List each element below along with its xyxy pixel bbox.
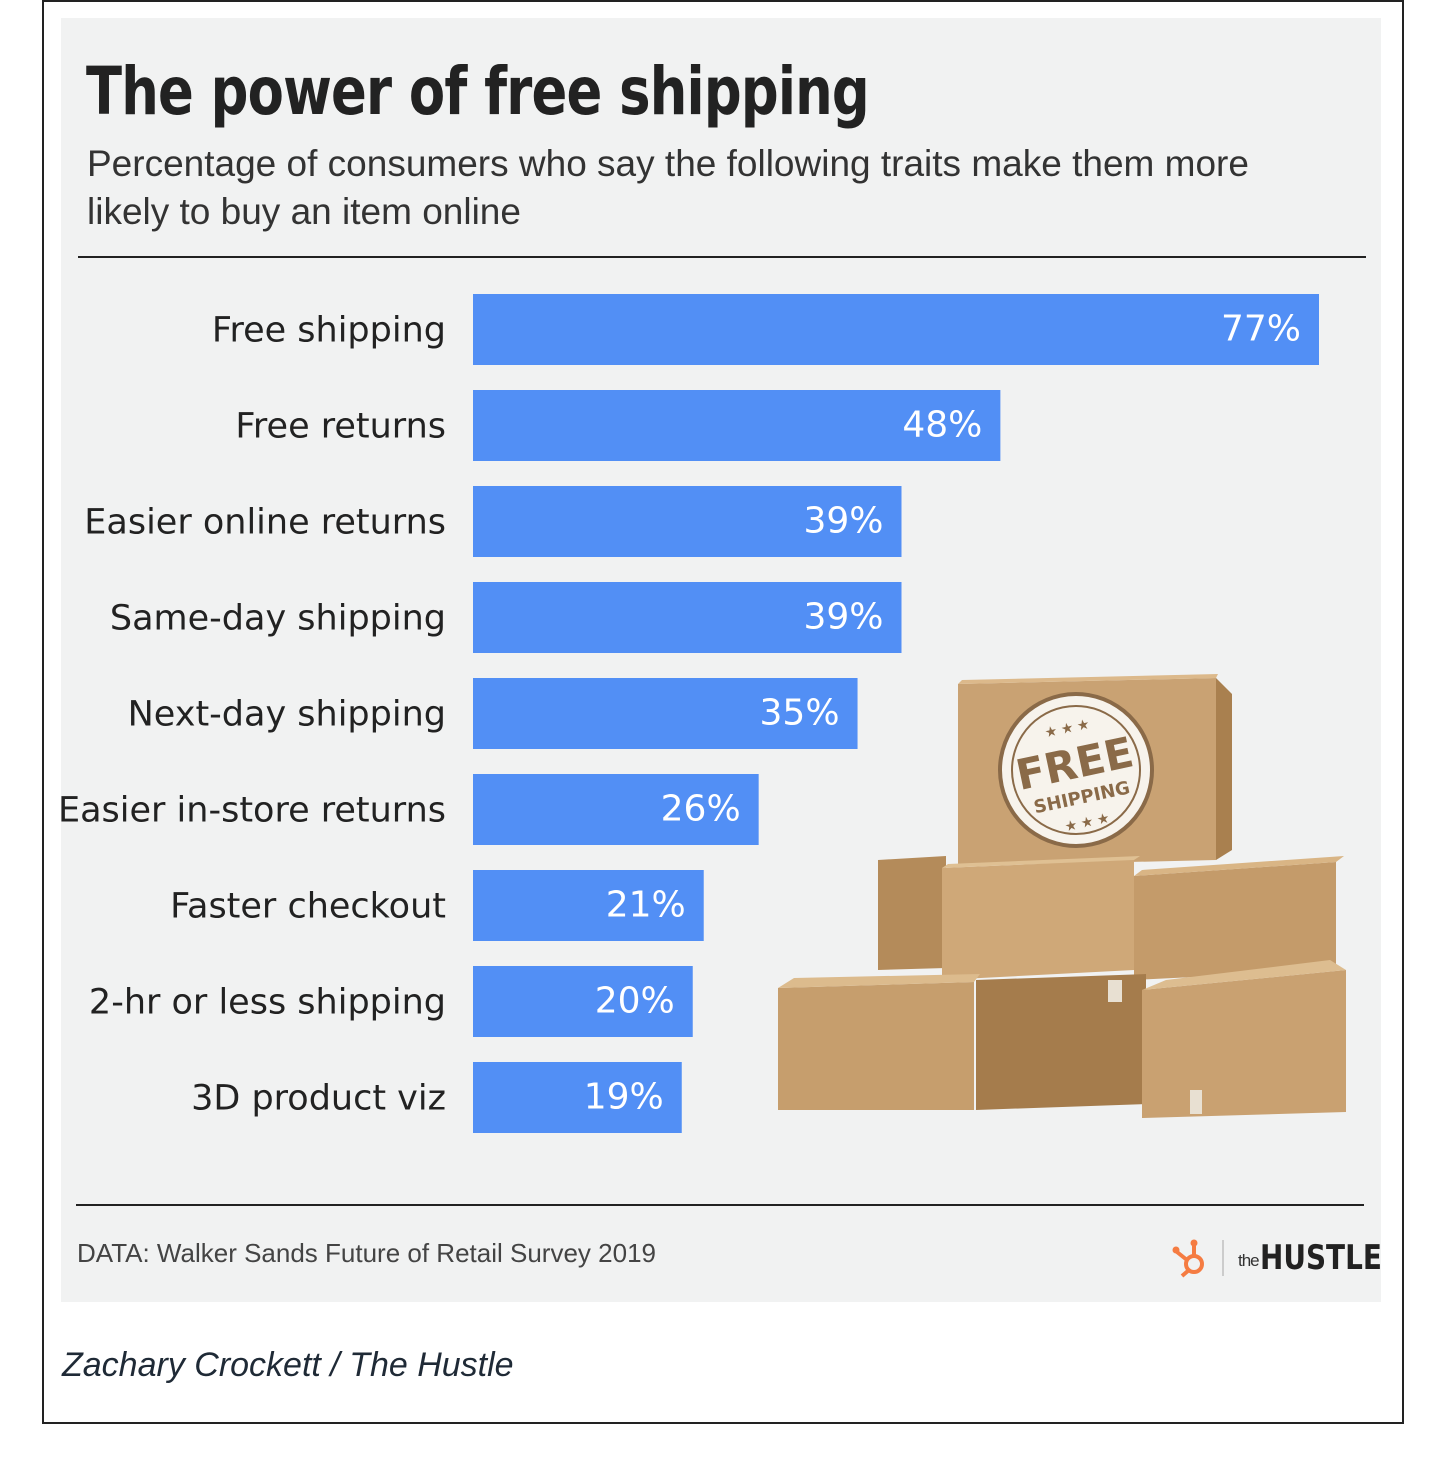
bar-easier-online-returns <box>473 486 902 557</box>
value-label-easier-online-returns: 39% <box>803 501 883 542</box>
logo-divider <box>1222 1240 1224 1276</box>
logo-hustle-text: HUSTLE <box>1260 1238 1382 1278</box>
category-label-easier-online-returns: Easier online returns <box>84 503 446 543</box>
bar-chart: Free shipping 77% Free returns 48% Easier on… <box>58 294 1319 1133</box>
category-label-next-day-shipping: Next-day shipping <box>128 695 446 735</box>
category-label-faster-checkout: Faster checkout <box>170 887 446 927</box>
chart-title: The power of free shipping <box>86 53 870 130</box>
logo-the-text: the <box>1238 1251 1260 1270</box>
value-label-faster-checkout: 21% <box>606 885 686 926</box>
cardboard-boxes-illustration: FREE SHIPPING ★ ★ ★ ★ ★ ★ <box>778 674 1346 1118</box>
value-label-same-day-shipping: 39% <box>803 597 883 638</box>
data-source: DATA: Walker Sands Future of Retail Surv… <box>77 1238 656 1268</box>
value-label-2-hr-or-less-shipping: 20% <box>595 981 675 1022</box>
bar-next-day-shipping <box>473 678 858 749</box>
category-label-2-hr-or-less-shipping: 2-hr or less shipping <box>89 983 446 1023</box>
bar-3d-product-viz <box>473 1062 682 1133</box>
value-label-3d-product-viz: 19% <box>584 1077 664 1118</box>
header-divider <box>78 256 1366 258</box>
hubspot-sprocket-icon <box>1172 1239 1204 1278</box>
category-label-free-shipping: Free shipping <box>212 311 446 351</box>
category-label-same-day-shipping: Same-day shipping <box>110 599 446 639</box>
category-label-3d-product-viz: 3D product viz <box>191 1079 446 1119</box>
category-label-free-returns: Free returns <box>235 407 446 447</box>
bar-faster-checkout <box>473 870 704 941</box>
bar-same-day-shipping <box>473 582 902 653</box>
hustle-logo: the HUSTLE <box>1170 1236 1382 1280</box>
footer-divider <box>76 1204 1364 1206</box>
category-label-easier-in-store-returns: Easier in-store returns <box>58 791 446 831</box>
image-credit: Zachary Crockett / The Hustle <box>62 1346 514 1384</box>
chart-subtitle: Percentage of consumers who say the foll… <box>87 143 1249 232</box>
value-label-easier-in-store-returns: 26% <box>661 789 741 830</box>
bar-free-returns <box>473 390 1001 461</box>
value-label-free-returns: 48% <box>902 405 982 446</box>
free-shipping-stamp: FREE SHIPPING ★ ★ ★ ★ ★ ★ <box>998 692 1154 848</box>
bar-easier-in-store-returns <box>473 774 759 845</box>
bar-free-shipping <box>473 294 1319 365</box>
value-label-next-day-shipping: 35% <box>760 693 840 734</box>
value-label-free-shipping: 77% <box>1221 309 1301 350</box>
bar-2-hr-or-less-shipping <box>473 966 693 1037</box>
